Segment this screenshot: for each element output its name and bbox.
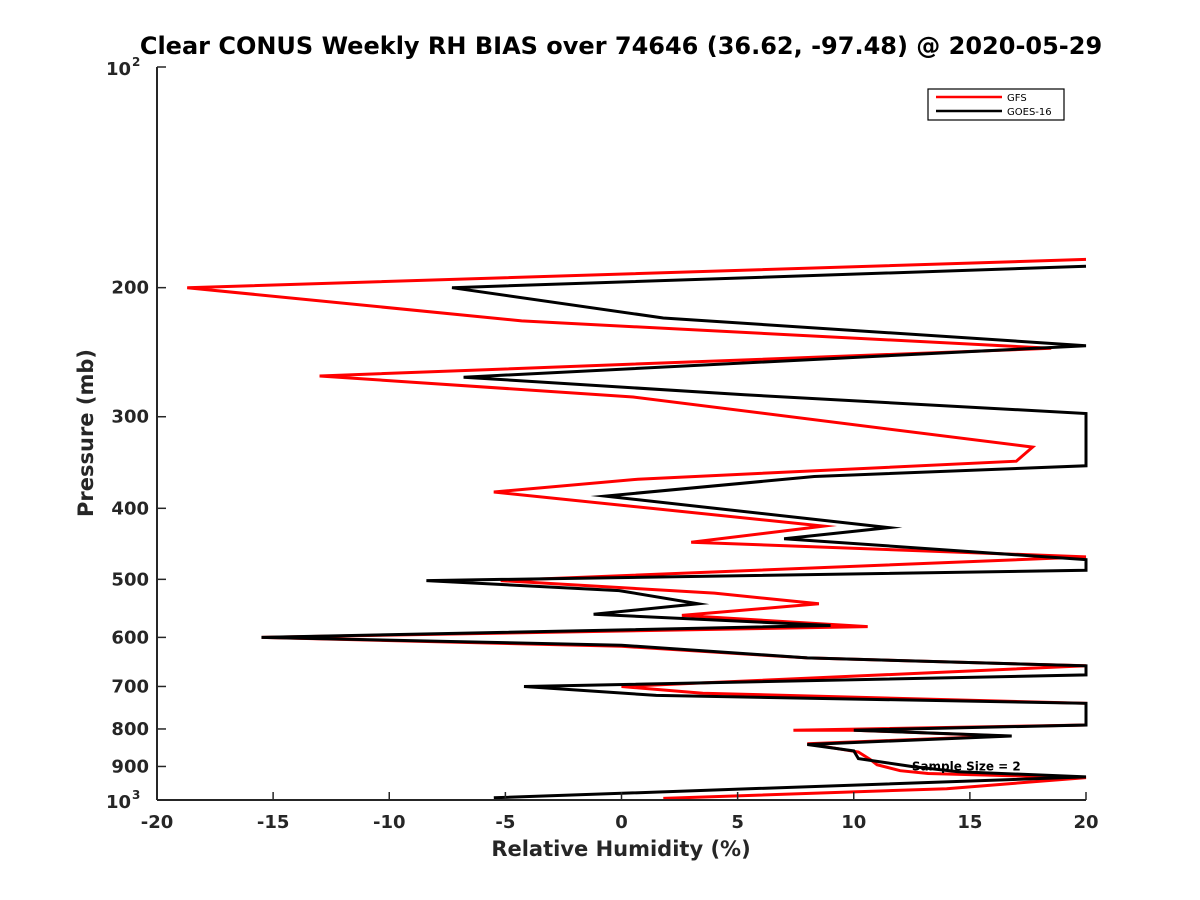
x-tick-label: 15 [957, 812, 982, 833]
chart-title: Clear CONUS Weekly RH BIAS over 74646 (3… [140, 32, 1102, 60]
y-tick-exponent: 3 [132, 788, 140, 802]
ticks-layer: -20 -15 -10 -5 0 5 10 15 20 200 300 400 500 600 700 800… [106, 55, 1099, 833]
x-tick-label: -20 [141, 812, 174, 833]
y-tick-label: 10 [106, 59, 131, 80]
y-tick-label: 10 [106, 792, 131, 813]
y-tick-label: 800 [111, 719, 149, 740]
x-tick-label: 0 [615, 812, 628, 833]
sample-size-annotation: Sample Size = 2 [912, 759, 1021, 773]
y-tick-label: 700 [111, 676, 149, 697]
series-line-goes16 [261, 264, 1088, 800]
x-tick-label: 5 [731, 812, 744, 833]
legend-label-goes16: GOES-16 [1007, 107, 1052, 118]
y-tick-label: 900 [111, 756, 149, 777]
x-axis-label: Relative Humidity (%) [491, 837, 750, 861]
x-tick-label: -15 [257, 812, 290, 833]
y-tick-label: 300 [111, 407, 149, 428]
legend-box [927, 88, 1065, 121]
y-tick-label: 200 [111, 278, 149, 299]
legend: GFS GOES-16 [927, 88, 1065, 121]
legend-label-gfs: GFS [1007, 93, 1027, 104]
x-tick-label: 20 [1073, 812, 1098, 833]
y-tick-exponent: 2 [132, 55, 140, 69]
y-axis-label: Pressure (mb) [74, 349, 98, 517]
series-layer [187, 257, 1088, 800]
y-tick-label: 500 [111, 569, 149, 590]
x-tick-label: -10 [373, 812, 406, 833]
y-tick-label: 400 [111, 498, 149, 519]
y-tick-label: 600 [111, 627, 149, 648]
x-tick-label: 10 [841, 812, 866, 833]
x-tick-label: -5 [495, 812, 515, 833]
